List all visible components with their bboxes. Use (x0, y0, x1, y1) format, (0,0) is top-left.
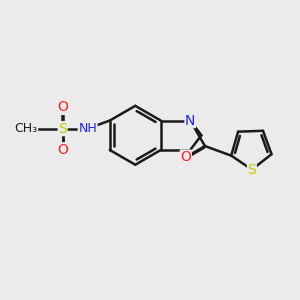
Text: N: N (185, 114, 195, 128)
Text: O: O (180, 150, 191, 164)
Text: O: O (57, 143, 68, 157)
Text: NH: NH (78, 122, 97, 135)
Text: O: O (57, 100, 68, 114)
Text: S: S (248, 163, 256, 177)
Text: CH₃: CH₃ (14, 122, 38, 135)
Text: S: S (58, 122, 67, 136)
